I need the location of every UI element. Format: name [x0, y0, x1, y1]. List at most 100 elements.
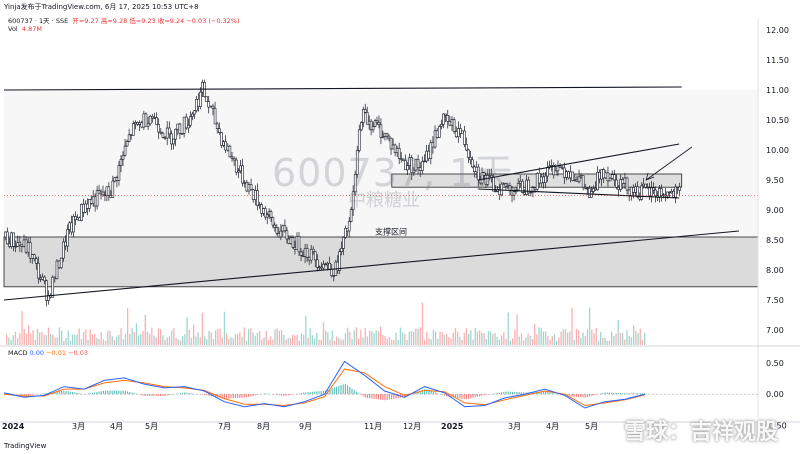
volume-label[interactable]: Vol — [8, 25, 18, 33]
candle-body — [531, 187, 535, 193]
candle-body — [318, 266, 321, 269]
candle-body — [575, 179, 579, 182]
volume-bar — [569, 331, 571, 345]
volume-bar — [487, 331, 490, 345]
macd-histogram-bar — [545, 391, 547, 395]
volume-bar — [6, 334, 8, 345]
candle-body — [433, 130, 437, 148]
volume-bar — [382, 334, 384, 345]
volume-bar — [529, 335, 531, 345]
macd-histogram-bar — [250, 394, 252, 397]
macd-histogram-bar — [230, 394, 232, 399]
volume-bar — [316, 332, 318, 345]
tradingview-logo: TradingView — [4, 442, 47, 450]
candle-body — [234, 159, 238, 173]
macd-histogram-bar — [417, 391, 419, 395]
macd-histogram-bar — [468, 394, 470, 399]
volume-bar — [58, 327, 61, 345]
volume-bar — [76, 334, 78, 345]
macd-histogram-bar — [45, 393, 47, 395]
candle-body — [18, 242, 22, 246]
candle-body — [586, 187, 589, 190]
candle-body — [338, 251, 341, 271]
candle-body — [437, 126, 441, 138]
macd-histogram-bar — [166, 394, 168, 396]
company-watermark: 中粮糖业 — [348, 190, 420, 211]
macd-histogram-bar — [595, 394, 597, 395]
candle-body — [583, 186, 587, 189]
volume-bar — [644, 332, 646, 345]
macd-histogram-bar — [369, 394, 371, 399]
symbol-label[interactable]: 600737 · 1天 · SSE — [8, 17, 69, 25]
volume-bar — [105, 340, 107, 345]
volume-bar — [377, 331, 380, 345]
candle-body — [672, 190, 675, 198]
macd-histogram-bar — [366, 394, 368, 398]
macd-histogram-bar — [177, 393, 179, 395]
candle-body — [313, 251, 317, 261]
macd-histogram-bar — [644, 393, 646, 395]
macd-histogram-bar — [120, 390, 122, 395]
macd-histogram-bar — [377, 394, 379, 400]
volume-bar — [199, 337, 201, 345]
candle-body — [299, 251, 303, 256]
macd-histogram-bar — [591, 394, 593, 397]
macd-histogram-bar — [223, 394, 225, 399]
volume-bar — [580, 337, 582, 345]
volume-bar — [287, 337, 289, 345]
volume-bar — [113, 339, 116, 345]
volume-bar — [270, 336, 272, 345]
volume-bar — [406, 340, 408, 345]
macd-histogram-bar — [146, 394, 148, 396]
candle-body — [64, 241, 67, 247]
volume-bar — [305, 315, 307, 345]
macd-histogram-bar — [311, 391, 313, 395]
macd-histogram-bar — [329, 388, 331, 395]
volume-bar — [307, 337, 309, 345]
volume-bar — [410, 331, 413, 345]
arrow-annotation — [645, 146, 693, 181]
candle-body — [397, 147, 401, 159]
volume-bar — [237, 334, 239, 345]
candle-body — [660, 188, 663, 196]
volume-bar — [439, 331, 441, 345]
candle-body — [279, 230, 283, 238]
volume-bar — [210, 332, 212, 345]
candle-body — [59, 257, 63, 269]
volume-bar — [611, 331, 613, 345]
volume-bar — [586, 328, 589, 345]
volume-bar — [155, 337, 157, 345]
candle-body — [281, 225, 285, 232]
candle-body — [621, 179, 625, 184]
macd-histogram-bar — [54, 391, 56, 395]
volume-bar — [175, 337, 177, 345]
candle-body — [174, 128, 177, 140]
candle-body — [311, 248, 315, 252]
candle-body — [123, 145, 127, 156]
macd-histogram-bar — [617, 392, 619, 395]
volume-bar — [146, 331, 149, 345]
volume-bar — [534, 323, 536, 345]
candle-body — [218, 128, 221, 133]
volume-bar — [17, 337, 19, 345]
candle-body — [16, 242, 20, 247]
candle-body — [518, 180, 522, 184]
volume-bar — [177, 339, 179, 345]
volume-bar — [80, 338, 83, 345]
volume-value: 4.87M — [21, 25, 42, 33]
volume-bar — [375, 330, 377, 345]
macd-histogram-bar — [435, 392, 437, 395]
macd-histogram-bar — [164, 394, 166, 396]
price-tick: 9.50 — [766, 176, 784, 185]
candle-body — [293, 247, 297, 250]
candle-body — [213, 108, 217, 125]
volume-bar — [327, 332, 329, 345]
volume-bar — [298, 340, 300, 345]
volume-bar — [395, 332, 397, 345]
volume-bar — [204, 336, 206, 345]
volume-bar — [124, 334, 127, 345]
price-tick: 8.50 — [766, 236, 784, 245]
low-value: 低=9.23 — [129, 17, 156, 25]
candle-body — [275, 227, 279, 234]
